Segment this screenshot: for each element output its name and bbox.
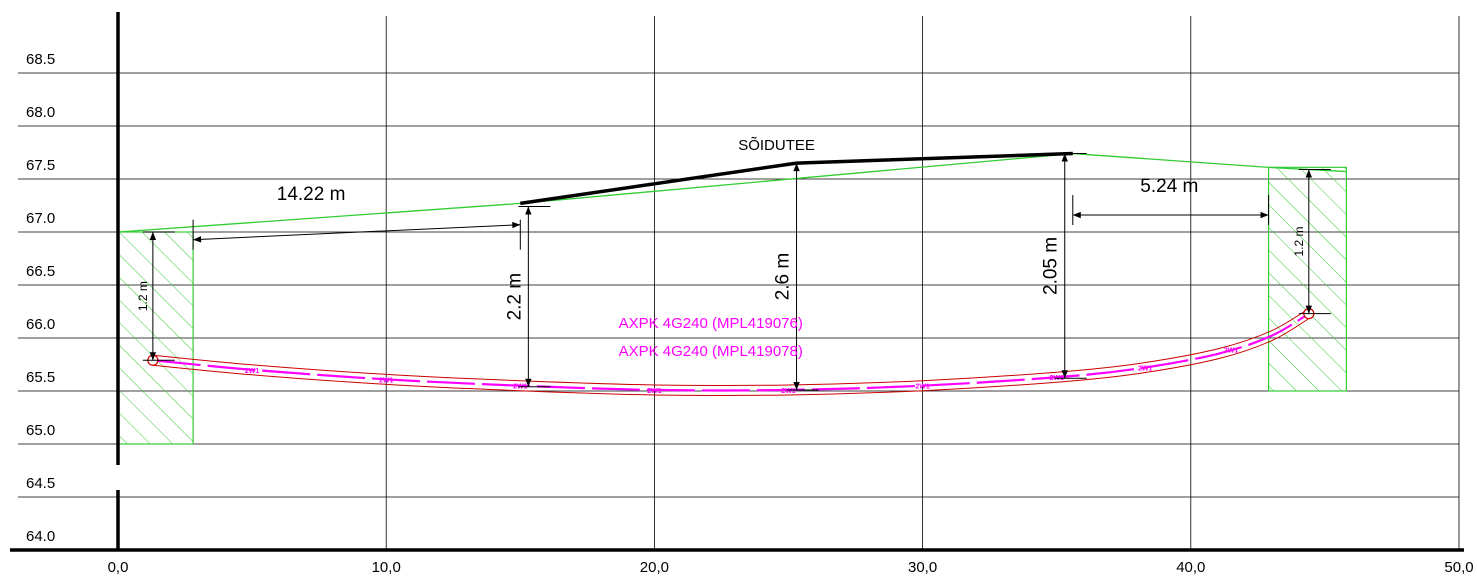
y-tick-label: 65.5 — [26, 369, 55, 386]
x-tick-label: 40,0 — [1176, 559, 1205, 576]
cable-segment-label: 2W1 — [379, 377, 394, 384]
grid — [18, 16, 1460, 550]
y-tick-label: 66.5 — [26, 263, 55, 280]
dimension-label: 5.24 m — [1140, 176, 1198, 197]
cable-segment-label: 2W1 — [915, 384, 930, 391]
cable-segment-label: 2W1 — [245, 368, 260, 375]
cable-sheath-lower — [152, 318, 1310, 396]
dimension-label: 1.2 m — [1292, 227, 1306, 257]
cable-label: AXPK 4G240 (MPL419078) — [619, 343, 803, 360]
x-tick-label: 30,0 — [908, 559, 937, 576]
entry-pit — [117, 231, 194, 445]
y-tick-label: 66.0 — [26, 316, 55, 333]
dimension-label: 2.6 m — [773, 253, 794, 301]
axis-tick-labels: 64.0 64.5 65.0 65.5 66.0 66.5 67.0 67.5 68.0 68.5… — [26, 51, 1474, 576]
dimension-label: 2.05 m — [1041, 237, 1062, 295]
y-tick-label: 68.5 — [26, 51, 55, 68]
dimension-label: 14.22 m — [277, 184, 346, 205]
x-tick-label: 20,0 — [640, 559, 669, 576]
cable-segment-label: 2W1 — [647, 388, 662, 395]
y-tick-label: 64.5 — [26, 475, 55, 492]
dimension-line-horizontal — [193, 221, 521, 243]
labels: SÕIDUTEE AXPK 4G240 (MPL419076) AXPK 4G240… — [619, 137, 815, 360]
x-tick-label: 10,0 — [372, 559, 401, 576]
cable-segment-label: 2W1 — [1224, 347, 1239, 354]
y-tick-label: 65.0 — [26, 422, 55, 439]
y-tick-label: 67.0 — [26, 210, 55, 227]
x-tick-label: 0,0 — [108, 559, 129, 576]
x-tick-label: 50,0 — [1444, 559, 1473, 576]
cable-label: AXPK 4G240 (MPL419076) — [619, 315, 803, 332]
axes — [10, 12, 1464, 552]
cable-segment-label: 2W1 — [781, 388, 796, 395]
dimensions: 14.22 m 5.24 m 2.2 m 2.6 m 2.05 m 1.2 m 1.2 m — [136, 153, 1331, 391]
dimension-label: 1.2 m — [136, 281, 150, 311]
exit-pit — [1267, 166, 1347, 392]
pits — [117, 166, 1347, 445]
y-tick-label: 68.0 — [26, 104, 55, 121]
road-label: SÕIDUTEE — [738, 137, 815, 154]
cable-segment-label: 2W1 — [1138, 365, 1153, 372]
y-tick-label: 67.5 — [26, 157, 55, 174]
dimension-label: 2.2 m — [504, 273, 525, 321]
y-tick-label: 64.0 — [26, 528, 55, 545]
